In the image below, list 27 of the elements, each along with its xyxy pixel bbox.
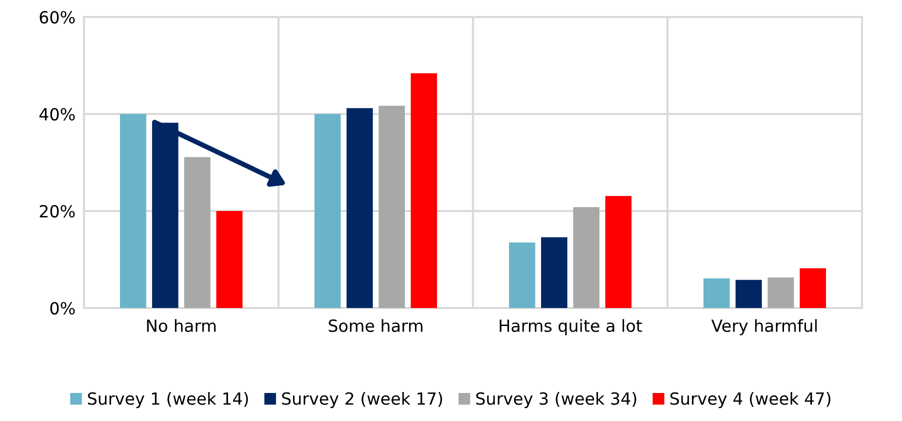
bar — [378, 106, 405, 308]
legend-label: Survey 1 (week 14) — [88, 392, 248, 408]
bar — [573, 207, 600, 308]
bar — [736, 280, 762, 308]
bar — [541, 237, 568, 308]
x-tick-label: Some harm — [328, 319, 422, 332]
y-tick-label: 0% — [50, 302, 75, 315]
legend-label: Survey 3 (week 34) — [476, 392, 636, 408]
x-tick-label: Harms quite a lot — [500, 319, 642, 336]
bar — [703, 278, 730, 308]
x-tick-label: Very harmful — [711, 319, 817, 336]
bar — [605, 196, 632, 308]
bar — [508, 242, 536, 308]
bar — [216, 211, 243, 308]
x-tick-label: No harm — [147, 319, 216, 332]
legend-label: Survey 4 (week 47) — [670, 392, 830, 408]
y-tick-label: 60% — [40, 10, 75, 24]
bar — [184, 157, 210, 308]
legend-label: Survey 2 (week 17) — [282, 392, 442, 408]
bar — [314, 114, 341, 308]
bar — [346, 108, 373, 308]
y-tick-label: 40% — [39, 108, 75, 121]
bar — [800, 268, 826, 308]
bar — [120, 114, 146, 308]
bar — [410, 73, 438, 308]
bar — [768, 277, 794, 308]
y-tick-label: 20% — [40, 204, 75, 218]
